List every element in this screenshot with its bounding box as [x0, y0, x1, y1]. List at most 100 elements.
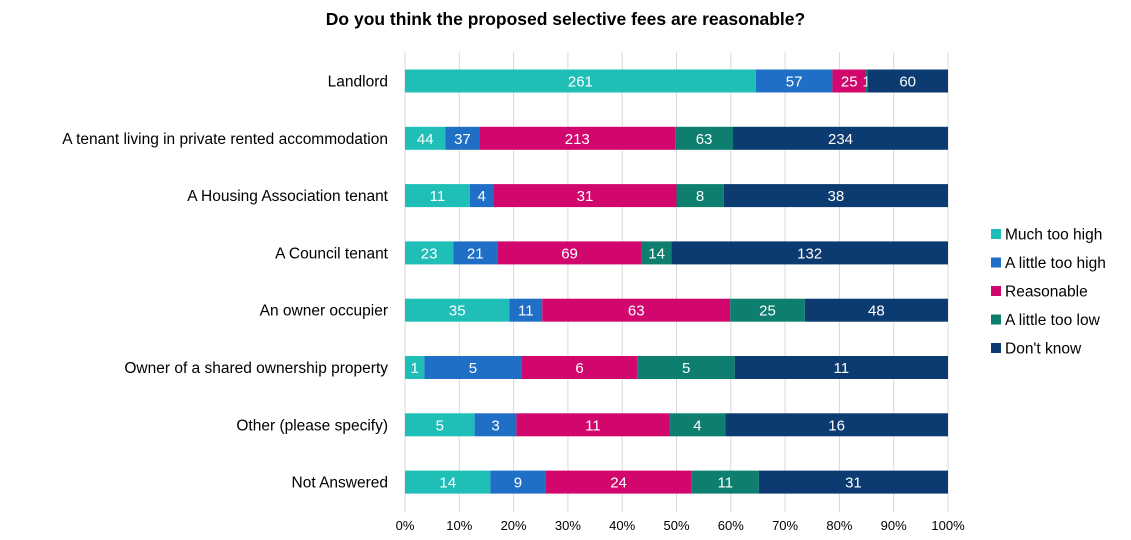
category-label: Landlord — [328, 74, 388, 91]
data-label: 14 — [648, 245, 665, 262]
bar-segment — [755, 69, 833, 93]
bar-segment — [453, 241, 498, 265]
legend-swatch — [991, 343, 1001, 353]
legend-label: Don't know — [1005, 341, 1082, 358]
data-label: 48 — [868, 303, 885, 320]
chart-title: Do you think the proposed selective fees… — [325, 9, 806, 29]
category-label: A tenant living in private rented accomm… — [62, 131, 388, 148]
bar-segment — [469, 184, 494, 208]
data-label: 57 — [786, 74, 803, 91]
x-tick-label: 60% — [718, 518, 744, 533]
legend-label: A little too high — [1005, 255, 1106, 272]
x-tick-label: 30% — [555, 518, 581, 533]
data-label: 60 — [899, 74, 916, 91]
x-tick-label: 70% — [772, 518, 798, 533]
legend-label: A little too low — [1005, 312, 1101, 329]
category-label: Owner of a shared ownership property — [124, 360, 388, 377]
data-label: 4 — [693, 417, 701, 434]
data-label: 11 — [585, 417, 601, 434]
data-label: 1 — [863, 74, 871, 91]
data-label: 24 — [610, 475, 627, 492]
data-label: 25 — [841, 74, 858, 91]
category-label: A Housing Association tenant — [187, 188, 388, 205]
data-label: 11 — [518, 303, 534, 320]
bar-segment — [405, 184, 470, 208]
bar-segment — [405, 69, 756, 93]
data-label: 11 — [430, 188, 446, 205]
data-label: 37 — [454, 131, 471, 148]
bar-segment — [516, 413, 670, 437]
x-tick-label: 0% — [396, 518, 415, 533]
data-label: 63 — [628, 303, 645, 320]
data-label: 9 — [514, 475, 522, 492]
legend-swatch — [991, 229, 1001, 239]
data-label: 69 — [561, 245, 578, 262]
category-label: A Council tenant — [275, 245, 389, 262]
bar-segment — [734, 356, 948, 379]
x-tick-label: 10% — [446, 518, 472, 533]
bar-segment — [509, 298, 543, 322]
data-label: 25 — [759, 303, 776, 320]
bar-segment — [490, 470, 546, 494]
data-label: 31 — [577, 188, 594, 205]
data-label: 1 — [411, 360, 419, 377]
x-tick-label: 20% — [501, 518, 527, 533]
data-label: 3 — [491, 417, 499, 434]
bar-segment — [479, 126, 676, 150]
data-label: 38 — [828, 188, 845, 205]
bar-segment — [424, 356, 522, 379]
legend-swatch — [991, 257, 1001, 268]
data-label: 5 — [682, 360, 690, 377]
data-label: 16 — [828, 417, 845, 434]
data-label: 8 — [696, 188, 704, 205]
data-label: 11 — [834, 360, 850, 377]
data-label: 23 — [421, 245, 438, 262]
legend-swatch — [991, 314, 1001, 325]
legend-label: Reasonable — [1005, 284, 1088, 301]
bar-segment — [474, 413, 517, 437]
data-label: 5 — [436, 417, 444, 434]
bar-segment — [758, 470, 948, 494]
data-label: 35 — [449, 303, 466, 320]
bar-segment — [671, 241, 948, 265]
data-label: 44 — [417, 131, 434, 148]
bar-segment — [405, 356, 425, 379]
bar-segment — [676, 184, 724, 208]
bar-segment — [445, 126, 480, 150]
data-label: 213 — [565, 131, 590, 148]
data-label: 6 — [575, 360, 583, 377]
bar-segment — [669, 413, 726, 437]
bar-segment — [832, 69, 867, 93]
data-label: 234 — [828, 131, 853, 148]
legend-swatch — [991, 286, 1001, 296]
bar-segment — [497, 241, 642, 265]
bar-segment — [542, 298, 731, 322]
bar-segment — [867, 69, 948, 93]
bar-segment — [675, 126, 734, 150]
x-tick-label: 50% — [663, 518, 689, 533]
bar-segment — [723, 184, 948, 208]
bar-segment — [405, 126, 446, 150]
legend-label: Much too high — [1005, 227, 1102, 244]
bar-segment — [405, 470, 491, 494]
bar-segment — [637, 356, 735, 379]
bar-segment — [545, 470, 692, 494]
bar-segment — [493, 184, 677, 208]
data-label: 5 — [469, 360, 477, 377]
bar-segment — [405, 413, 475, 437]
x-tick-label: 90% — [881, 518, 907, 533]
data-label: 14 — [439, 475, 456, 492]
data-label: 11 — [718, 475, 734, 492]
data-label: 132 — [797, 245, 822, 262]
bar-segment — [405, 298, 510, 322]
data-label: 261 — [568, 74, 593, 91]
bar-segment — [521, 356, 638, 379]
bar-segment — [641, 241, 672, 265]
bar-segment — [725, 413, 948, 437]
bar-segment — [405, 241, 454, 265]
x-tick-label: 80% — [826, 518, 852, 533]
category-label: Not Answered — [292, 475, 389, 492]
data-label: 31 — [845, 475, 862, 492]
